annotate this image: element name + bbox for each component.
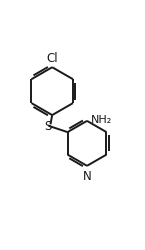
Text: N: N	[83, 169, 91, 182]
Text: S: S	[44, 119, 51, 132]
Text: Cl: Cl	[46, 52, 58, 64]
Text: NH₂: NH₂	[91, 115, 112, 125]
